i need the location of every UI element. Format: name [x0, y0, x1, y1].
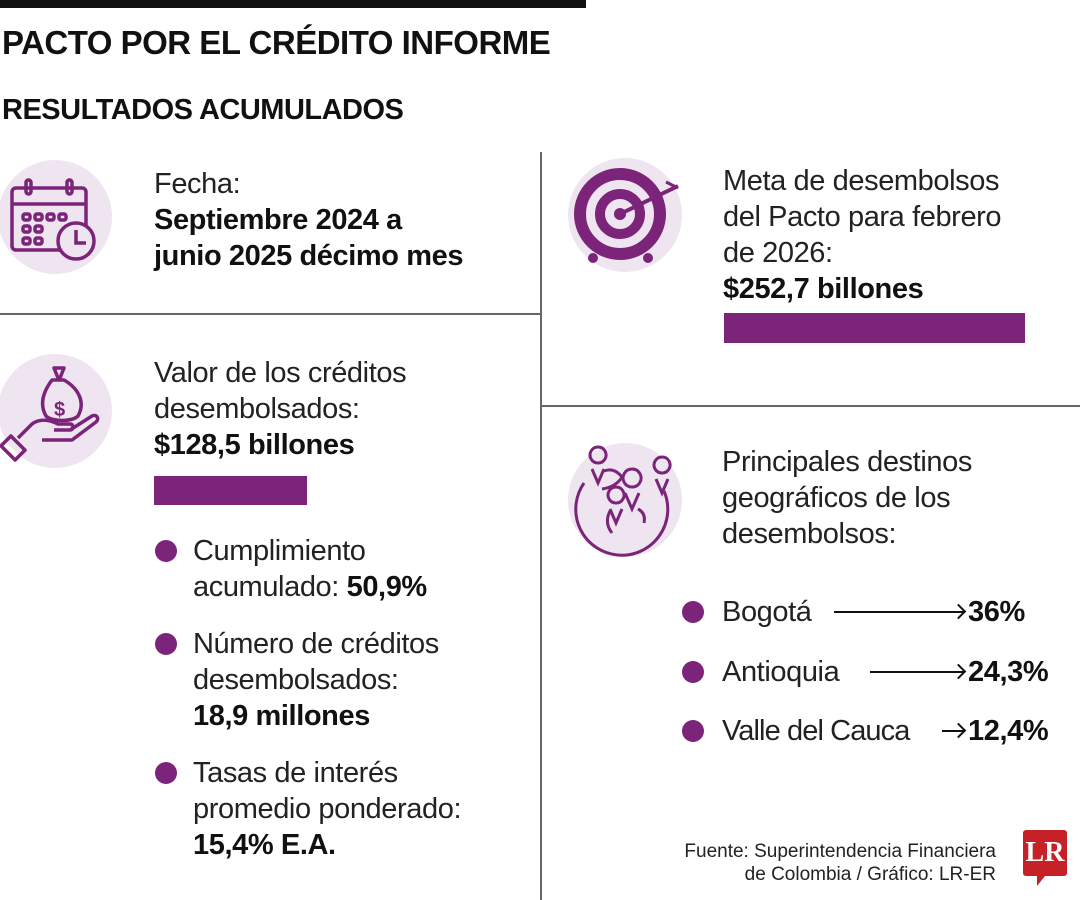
page-title: PACTO POR EL CRÉDITO INFORME: [2, 24, 551, 61]
fecha-label: Fecha:: [154, 168, 241, 200]
stat-label: Número de créditos: [193, 628, 439, 660]
money-bag-hand-icon: $: [0, 354, 112, 468]
stat-label: desembolsados:: [193, 664, 399, 696]
destino-name: Valle del Cauca: [722, 715, 910, 747]
divider-vertical: [540, 152, 542, 900]
destinos-label-line2: geográficos de los: [722, 482, 951, 514]
meta-bar: [724, 313, 1025, 343]
stat-cumplimiento: Cumplimiento acumulado: 50,9%: [193, 533, 427, 605]
bullet-icon: [682, 720, 704, 742]
meta-label-line1: Meta de desembolsos: [723, 165, 1000, 197]
valor-bar: [154, 476, 308, 505]
meta-block: Meta de desembolsos del Pacto para febre…: [723, 163, 1002, 307]
valor-label-line2: desembolsados:: [154, 393, 360, 425]
destino-name: Antioquia: [722, 656, 840, 688]
globe-location-pins-icon: [568, 443, 682, 557]
source-line: Fuente: Superintendencia Financiera: [684, 841, 996, 862]
stat-value: 18,9 millones: [193, 700, 370, 732]
arrow-right-icon: [870, 671, 964, 673]
valor-block: Valor de los créditos desembolsados: $12…: [154, 355, 407, 463]
arrow-right-icon: [834, 611, 964, 613]
stat-label: Cumplimiento: [193, 535, 366, 567]
stat-tasas: Tasas de interés promedio ponderado: 15,…: [193, 755, 462, 863]
divider-right: [541, 405, 1080, 407]
arrow-right-icon: [942, 730, 964, 732]
source-line: de Colombia / Gráfico: LR-ER: [744, 864, 996, 885]
destinos-label-line3: desembolsos:: [722, 518, 897, 550]
destinos-label-line1: Principales destinos: [722, 446, 972, 478]
stat-label: promedio ponderado:: [193, 793, 462, 825]
stat-value: 50,9%: [346, 571, 428, 603]
stat-label: Tasas de interés: [193, 757, 398, 789]
destino-name: Bogotá: [722, 596, 812, 628]
destino-value: 36%: [968, 596, 1025, 628]
lr-logo: LR: [1023, 830, 1067, 886]
fecha-value-line1: Septiembre 2024 a: [154, 204, 402, 236]
bullet-icon: [155, 633, 177, 655]
destino-value: 24,3%: [968, 656, 1049, 688]
target-arrow-icon: [568, 158, 682, 272]
source-credit: Fuente: Superintendencia Financiera de C…: [684, 840, 996, 886]
divider-left: [0, 313, 541, 315]
bullet-icon: [682, 661, 704, 683]
svg-text:$: $: [54, 399, 65, 421]
stat-label: acumulado:: [193, 571, 347, 603]
valor-value: $128,5 billones: [154, 429, 355, 461]
fecha-block: Fecha: Septiembre 2024 a junio 2025 déci…: [154, 166, 464, 274]
destino-value: 12,4%: [968, 715, 1049, 747]
bullet-icon: [155, 540, 177, 562]
logo-text: LR: [1025, 837, 1065, 868]
valor-label-line1: Valor de los créditos: [154, 357, 407, 389]
bullet-icon: [682, 601, 704, 623]
top-rule: [0, 0, 586, 8]
calendar-clock-icon: [0, 160, 112, 274]
stat-value: 15,4% E.A.: [193, 829, 336, 861]
bullet-icon: [155, 762, 177, 784]
fecha-value-line2: junio 2025 décimo mes: [154, 240, 464, 272]
meta-label-line2: del Pacto para febrero: [723, 201, 1002, 233]
page-subtitle: RESULTADOS ACUMULADOS: [2, 94, 404, 126]
destinos-block: Principales destinos geográficos de los …: [722, 444, 972, 552]
meta-label-line3: de 2026:: [723, 237, 833, 269]
meta-value: $252,7 billones: [723, 273, 924, 305]
stat-numero-creditos: Número de créditos desembolsados: 18,9 m…: [193, 626, 439, 734]
